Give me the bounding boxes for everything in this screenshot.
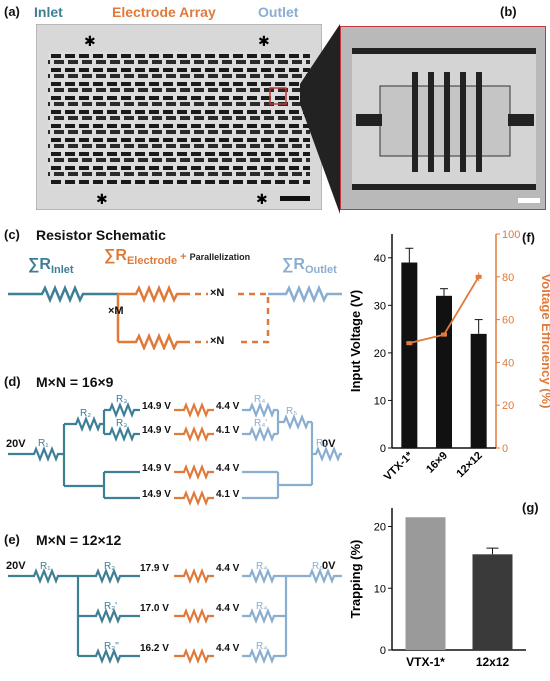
x-tick-label: VTX-1* [382, 449, 416, 483]
sum-r-outlet: ∑ROutlet [282, 256, 337, 277]
efficiency-point [406, 341, 413, 346]
d-row1-left: 14.9 V [142, 401, 171, 412]
zoom-box [269, 87, 287, 105]
d-row3-left: 14.9 V [142, 463, 171, 474]
d-row1-right: 4.4 V [216, 401, 240, 412]
asterisk-mark: ✱ [258, 33, 270, 49]
chart-f: 0 10 20 30 40 0 20 40 60 80 100 VTX-1* 16×9 12×12 Inpu… [348, 229, 550, 483]
y-axis-label: Trapping (%) [348, 540, 363, 619]
bar [436, 295, 452, 448]
y-tick-label: 20 [374, 348, 386, 360]
x-tick-label: 12×12 [454, 450, 484, 480]
y-tick-label: 40 [374, 253, 386, 265]
y2-tick-label: 0 [502, 443, 508, 455]
micrograph-a: ✱ ✱ ✱ ✱ [36, 24, 322, 210]
panel-f-label: (f) [522, 230, 535, 245]
y2-tick-label: 80 [502, 272, 514, 284]
resistor-schematic [8, 284, 342, 350]
panel-d-title: M×N = 16×9 [36, 374, 114, 390]
x-tick-label: VTX-1* [406, 655, 445, 669]
y2-tick-label: 60 [502, 315, 514, 327]
d-r6: R₆ [316, 438, 328, 449]
e-r4-row2: R₄ [256, 601, 268, 612]
d-r3-bottom: R₃ [116, 418, 128, 429]
d-r4: R₄ [254, 394, 266, 405]
y2-axis-label: Voltage Efficiency (%) [539, 274, 550, 409]
outlet-header: Outlet [258, 4, 299, 20]
y2-tick-label: 100 [502, 229, 520, 241]
asterisk-mark: ✱ [84, 33, 96, 49]
d-row4-right: 4.1 V [216, 489, 240, 500]
e-r2: R₂ [104, 561, 116, 572]
scale-bar [280, 196, 310, 201]
panel-c-label: (c) [4, 227, 20, 242]
d-r4-prime: R₄' [254, 418, 268, 429]
electrode-array-image [48, 52, 310, 186]
d-v-out: 0V [322, 438, 336, 450]
bar [470, 333, 487, 448]
sum-r-electrode: ∑RElectrode + Parallelization [104, 247, 251, 268]
e-r4-row3: R₄ [256, 641, 268, 652]
e-row1-right: 4.4 V [216, 563, 240, 574]
scale-bar [518, 198, 540, 203]
e-row3-right: 4.4 V [216, 643, 240, 654]
d-row3-right: 4.4 V [216, 463, 240, 474]
y2-tick-label: 40 [502, 357, 514, 369]
efficiency-point [475, 274, 482, 279]
efficiency-point [441, 332, 447, 337]
resistor-schematic-title: Resistor Schematic [36, 227, 166, 243]
e-row2-left: 17.0 V [140, 603, 169, 614]
e-row3-left: 16.2 V [140, 643, 169, 654]
panel-b-label: (b) [500, 4, 517, 19]
e-r2-prime: R₂' [104, 601, 118, 612]
sum-r-inlet: ∑RInlet [28, 256, 74, 277]
d-r3-top: R₃ [116, 394, 128, 405]
times-n-bottom: ×N [210, 335, 225, 347]
panel-e-label: (e) [4, 532, 20, 547]
asterisk-mark: ✱ [96, 191, 108, 207]
y-tick-label: 0 [380, 443, 386, 455]
panel-d-label: (d) [4, 374, 21, 389]
y-tick-label: 10 [374, 395, 386, 407]
d-r2: R₂ [80, 408, 92, 419]
e-r1: R₁ [40, 561, 51, 572]
e-row1-left: 17.9 V [140, 563, 169, 574]
y-tick-label: 10 [374, 583, 386, 595]
d-row4-left: 14.9 V [142, 489, 171, 500]
y-tick-label: 20 [374, 522, 386, 534]
panel-g-label: (g) [522, 500, 539, 515]
bar [401, 262, 418, 448]
chart-g: 0 10 20 VTX-1* 12x12 Trapping (%) [348, 508, 526, 669]
d-v-in: 20V [6, 438, 26, 450]
e-v-in: 20V [6, 560, 26, 572]
e-v-out: 0V [322, 560, 336, 572]
d-r5: R₅ [286, 406, 298, 417]
inlet-header: Inlet [34, 4, 63, 20]
d-row2-right: 4.1 V [216, 425, 240, 436]
panel-e-title: M×N = 12×12 [36, 532, 122, 548]
x-tick-label: 16×9 [424, 450, 450, 476]
y-tick-label: 0 [380, 645, 386, 657]
e-r6: R₆ [312, 561, 324, 572]
y-axis-label: Input Voltage (V) [348, 290, 363, 392]
y-tick-label: 30 [374, 300, 386, 312]
times-n-top: ×N [210, 287, 225, 299]
e-r4-row1: R₄ [256, 561, 268, 572]
times-m: ×M [108, 305, 124, 317]
d-row2-left: 14.9 V [142, 425, 171, 436]
zoom-connector [300, 24, 340, 214]
panel-a-label: (a) [4, 4, 20, 19]
asterisk-mark: ✱ [256, 191, 268, 207]
x-tick-label: 12x12 [476, 655, 510, 669]
d-r1: R₁ [38, 438, 49, 449]
e-r2-double-prime: R₂'' [104, 641, 119, 652]
y2-tick-label: 20 [502, 400, 514, 412]
electrode-array-header: Electrode Array [112, 4, 216, 20]
micrograph-b [340, 26, 546, 210]
circuit-e [8, 568, 342, 664]
bar [472, 554, 513, 650]
circuit-d [8, 402, 342, 506]
bar [405, 517, 446, 650]
e-row2-right: 4.4 V [216, 603, 240, 614]
